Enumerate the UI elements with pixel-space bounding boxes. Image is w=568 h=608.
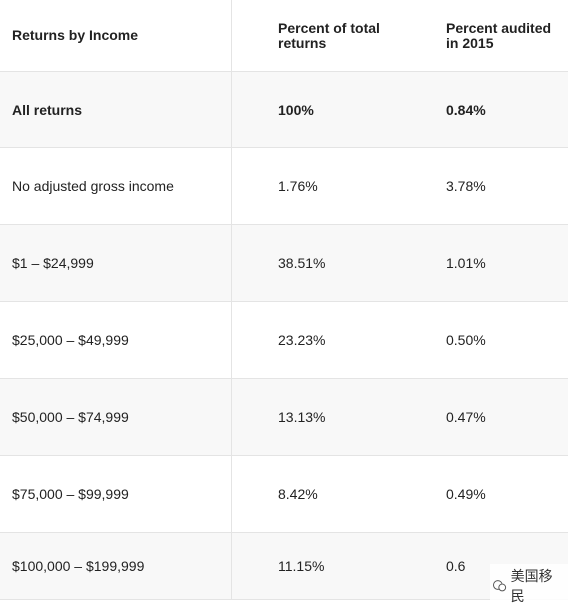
watermark-icon — [493, 580, 507, 592]
table-cell: $75,000 – $99,999 — [12, 486, 129, 502]
table-cell: $25,000 – $49,999 — [12, 332, 129, 348]
table-cell: $1 – $24,999 — [12, 255, 94, 271]
watermark: 美国移民 — [490, 564, 568, 608]
table-row: $50,000 – $74,999 13.13% 0.47% — [0, 379, 568, 456]
table-row: No adjusted gross income 1.76% 3.78% — [0, 148, 568, 225]
table-cell: 0.49% — [446, 486, 486, 502]
table-cell: All returns — [12, 101, 83, 118]
table-row: $1 – $24,999 38.51% 1.01% — [0, 225, 568, 302]
table-cell: 0.50% — [446, 332, 486, 348]
table-cell: 0.47% — [446, 409, 486, 425]
table-cell: 13.13% — [278, 409, 326, 425]
table-cell: 23.23% — [278, 332, 326, 348]
table-cell: 3.78% — [446, 178, 486, 194]
table-cell: 0.84% — [446, 101, 486, 118]
watermark-text: 美国移民 — [510, 568, 553, 604]
table-cell: 0.6 — [446, 558, 466, 574]
table-cell: 1.76% — [278, 178, 318, 194]
header-cell: Percent of total returns — [278, 19, 380, 51]
table-cell: 100% — [278, 101, 314, 118]
header-cell: Returns by Income — [12, 27, 139, 43]
table-cell: $100,000 – $199,999 — [12, 558, 145, 574]
table-row: $75,000 – $99,999 8.42% 0.49% — [0, 456, 568, 533]
table-row: $25,000 – $49,999 23.23% 0.50% — [0, 302, 568, 379]
table-cell: 11.15% — [278, 558, 325, 574]
table-row: $100,000 – $199,999 11.15% 0.6 — [0, 533, 568, 600]
header-cell: Percent audited in 2015 — [446, 19, 552, 51]
table-row: All returns 100% 0.84% — [0, 72, 568, 148]
table-cell: 1.01% — [446, 255, 486, 271]
column-divider — [231, 0, 232, 600]
table-cell: $50,000 – $74,999 — [12, 409, 129, 425]
table-cell: 8.42% — [278, 486, 318, 502]
table-cell: 38.51% — [278, 255, 326, 271]
header-row: Returns by Income Percent of total return… — [0, 0, 568, 72]
table-cell: No adjusted gross income — [12, 178, 174, 194]
